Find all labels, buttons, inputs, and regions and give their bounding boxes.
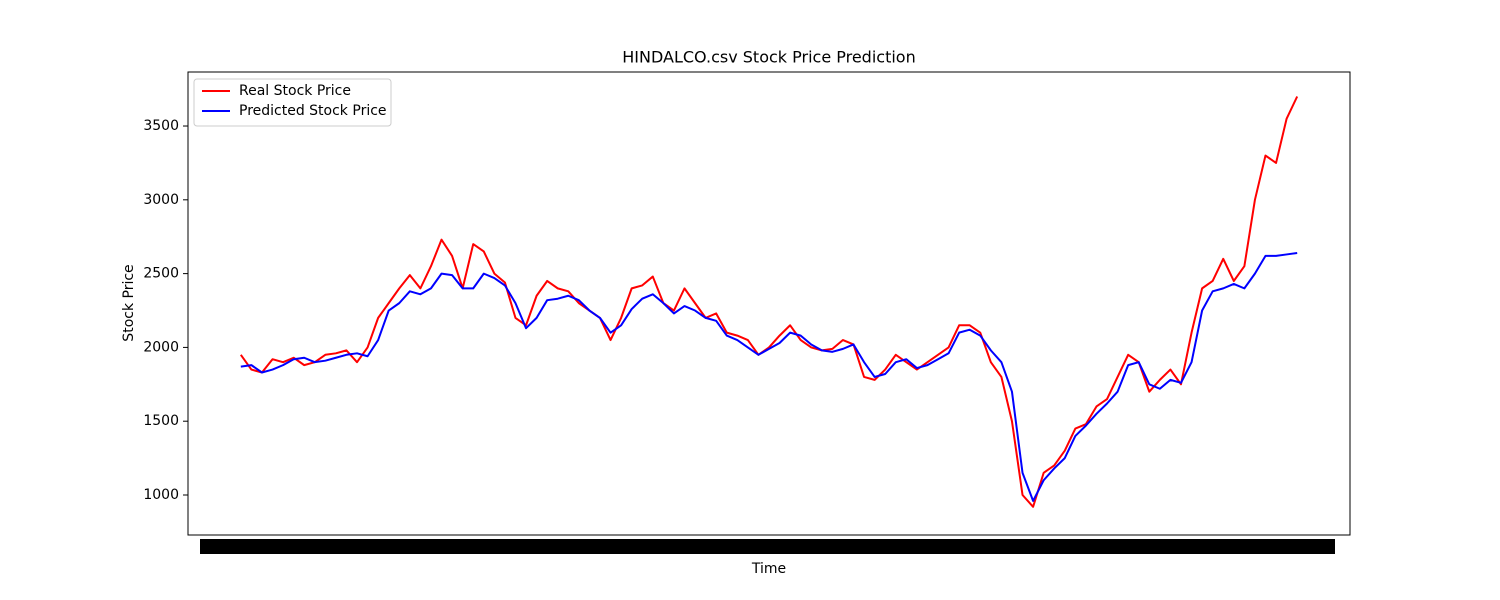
plot-frame xyxy=(187,71,1351,536)
legend-box xyxy=(193,78,392,127)
legend-label: Predicted Stock Price xyxy=(239,103,387,119)
y-tick-label: 3500 xyxy=(143,118,179,134)
x-tick-labels-band xyxy=(200,539,1335,554)
y-axis-label: Stock Price xyxy=(121,264,137,341)
chart-title: HINDALCO.csv Stock Price Prediction xyxy=(622,48,915,67)
y-tick-label: 2500 xyxy=(143,266,179,282)
line-series xyxy=(240,96,1299,508)
y-tick-label: 2000 xyxy=(143,339,179,355)
x-axis-label: Time xyxy=(751,561,786,577)
y-tick-label: 1000 xyxy=(143,487,179,503)
y-tick-label: 1500 xyxy=(143,413,179,429)
legend-label: Real Stock Price xyxy=(239,83,351,99)
line-series xyxy=(240,251,1298,502)
y-tick-label: 3000 xyxy=(143,192,179,208)
